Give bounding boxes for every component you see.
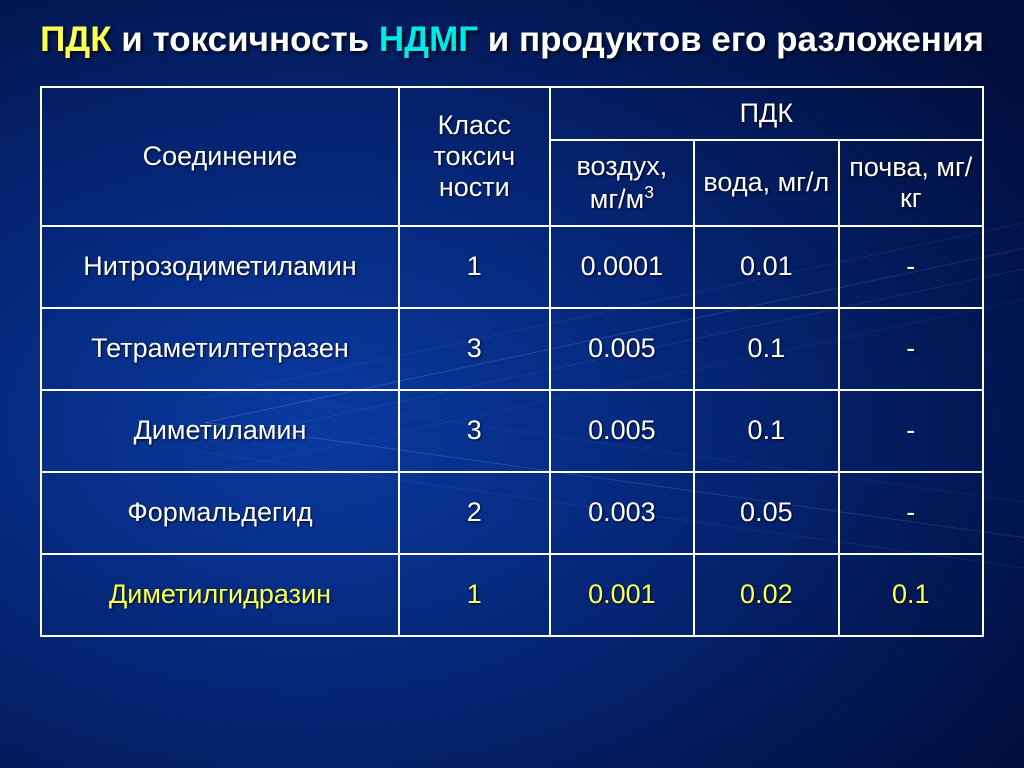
header-air: воздух, мг/м3 xyxy=(550,140,694,226)
header-soil: почва, мг/кг xyxy=(839,140,983,226)
table-row: Диметилгидразин10.0010.020.1 xyxy=(41,554,983,636)
cell-water: 0.02 xyxy=(694,554,838,636)
cell-class: 1 xyxy=(399,554,550,636)
title-segment: и продуктов его разложения xyxy=(478,20,984,59)
cell-compound: Диметиламин xyxy=(41,390,399,472)
cell-class: 3 xyxy=(399,308,550,390)
cell-air: 0.005 xyxy=(550,390,694,472)
cell-soil: - xyxy=(839,390,983,472)
table-row: Нитрозодиметиламин10.00010.01- xyxy=(41,226,983,308)
table-row: Формальдегид20.0030.05- xyxy=(41,472,983,554)
cell-soil: - xyxy=(839,308,983,390)
cell-air: 0.0001 xyxy=(550,226,694,308)
cell-compound: Формальдегид xyxy=(41,472,399,554)
cell-soil: - xyxy=(839,472,983,554)
table-row: Диметиламин30.0050.1- xyxy=(41,390,983,472)
cell-soil: - xyxy=(839,226,983,308)
cell-air: 0.005 xyxy=(550,308,694,390)
table-header: Соединение Класс токсич ности ПДК воздух… xyxy=(41,87,983,226)
cell-class: 3 xyxy=(399,390,550,472)
cell-soil: 0.1 xyxy=(839,554,983,636)
slide: ПДК и токсичность НДМГ и продуктов его р… xyxy=(0,0,1024,768)
cell-water: 0.01 xyxy=(694,226,838,308)
table-row: Тетраметилтетразен30.0050.1- xyxy=(41,308,983,390)
table-body: Нитрозодиметиламин10.00010.01-Тетраметил… xyxy=(41,226,983,636)
cell-water: 0.1 xyxy=(694,308,838,390)
title-segment: и токсичность xyxy=(112,20,379,59)
cell-class: 2 xyxy=(399,472,550,554)
cell-air: 0.001 xyxy=(550,554,694,636)
header-pdk: ПДК xyxy=(550,87,983,140)
toxicity-table: Соединение Класс токсич ности ПДК воздух… xyxy=(40,86,984,637)
cell-compound: Диметилгидразин xyxy=(41,554,399,636)
cell-water: 0.1 xyxy=(694,390,838,472)
cell-compound: Нитрозодиметиламин xyxy=(41,226,399,308)
cell-compound: Тетраметилтетразен xyxy=(41,308,399,390)
slide-title: ПДК и токсичность НДМГ и продуктов его р… xyxy=(40,18,984,62)
title-segment: ПДК xyxy=(40,20,111,59)
cell-class: 1 xyxy=(399,226,550,308)
header-water: вода, мг/л xyxy=(694,140,838,226)
cell-water: 0.05 xyxy=(694,472,838,554)
title-segment: НДМГ xyxy=(379,20,478,59)
header-air-sup: 3 xyxy=(644,182,654,202)
header-tox-class: Класс токсич ности xyxy=(399,87,550,226)
cell-air: 0.003 xyxy=(550,472,694,554)
header-compound: Соединение xyxy=(41,87,399,226)
